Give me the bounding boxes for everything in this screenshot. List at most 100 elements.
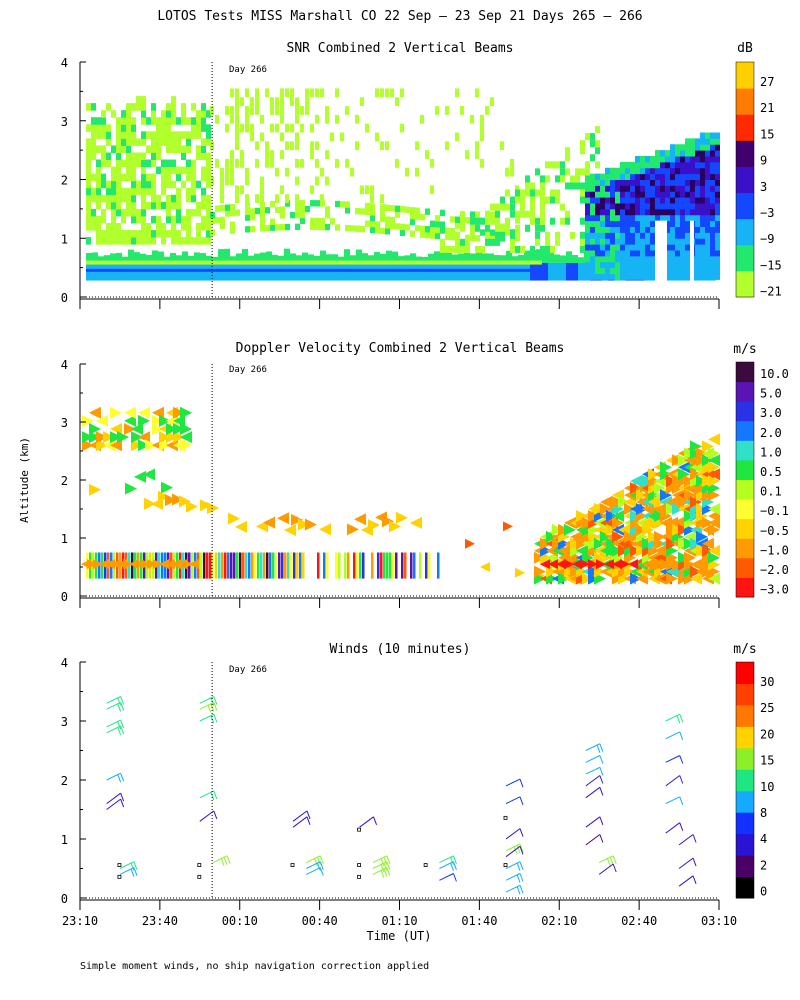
snr-cell (225, 176, 229, 186)
snr-cell (610, 232, 615, 239)
snr-cell (635, 173, 640, 180)
snr-cell (695, 226, 700, 233)
snr-cell (635, 267, 640, 274)
snr-cell (176, 131, 181, 139)
snr-cell (416, 256, 422, 263)
snr-cell (446, 260, 452, 265)
wind-barb (199, 810, 218, 822)
snr-cell (420, 225, 425, 232)
x-tick-label: 03:10 (701, 914, 737, 928)
snr-cell (665, 255, 670, 263)
snr-cell (535, 168, 540, 176)
snr-cell (380, 210, 385, 217)
snr-cell (146, 117, 151, 125)
snr-cell (680, 261, 685, 269)
snr-cell (385, 88, 389, 98)
wind-barb (505, 861, 524, 871)
snr-cell (600, 208, 605, 216)
snr-cell (280, 106, 284, 115)
snr-cell (284, 260, 290, 265)
snr-cell (645, 232, 650, 239)
wind-barb (585, 786, 604, 799)
snr-cell (166, 201, 171, 210)
snr-cell (536, 268, 542, 272)
snr-cell (620, 267, 625, 274)
wind-barb (678, 834, 697, 846)
snr-cell (171, 215, 176, 224)
snr-cell (465, 245, 470, 253)
snr-cell (201, 187, 206, 196)
snr-cell (690, 138, 695, 145)
snr-cell (92, 252, 98, 263)
snr-cell (156, 215, 161, 224)
snr-cell (675, 232, 680, 239)
snr-cell (91, 103, 96, 111)
snr-cell (265, 88, 269, 98)
snr-cell (415, 167, 419, 177)
snr-cell (670, 203, 675, 210)
snr-cell (146, 159, 151, 168)
snr-cell (116, 268, 122, 272)
snr-cell (475, 224, 480, 232)
snr-cell (265, 150, 269, 159)
snr-cell (250, 97, 254, 107)
snr-cell (590, 273, 595, 280)
snr-cell (490, 217, 495, 225)
snr-cell (250, 225, 255, 233)
snr-cell (126, 173, 131, 182)
snr-cell (196, 208, 201, 217)
snr-cell (505, 167, 509, 177)
doppler-cell (604, 559, 614, 570)
doppler-day-label: Day 266 (229, 365, 267, 375)
snr-cell (465, 217, 470, 224)
snr-cell (685, 173, 690, 180)
snr-cell (555, 161, 560, 169)
snr-cell (215, 158, 219, 168)
snr-cell (645, 185, 650, 192)
snr-cell (515, 245, 520, 253)
y-tick-label: 3 (61, 416, 68, 430)
snr-cell (715, 261, 720, 269)
snr-cell (512, 268, 518, 272)
wind-barb (372, 867, 391, 878)
snr-cell (695, 138, 700, 145)
snr-cell (600, 203, 605, 210)
doppler-cell (111, 559, 121, 570)
snr-cell (121, 173, 126, 182)
snr-cell (422, 268, 428, 272)
snr-cell (181, 215, 186, 224)
snr-cell (585, 250, 590, 257)
snr-cell (315, 176, 319, 186)
snr-cell (385, 204, 390, 212)
snr-cell (320, 194, 324, 203)
doppler-cell (165, 559, 175, 570)
wind-barb (106, 792, 125, 805)
snr-cell (136, 215, 141, 224)
snr-cell (595, 140, 600, 148)
snr-cell (590, 250, 595, 257)
colorbar-frame (735, 361, 755, 598)
snr-cell (595, 197, 600, 204)
snr-cell (445, 233, 450, 240)
snr-cell (326, 268, 332, 272)
snr-cell (191, 208, 196, 217)
snr-cell (370, 215, 375, 222)
snr-cell (171, 194, 176, 203)
y-tick-label: 0 (61, 291, 68, 305)
snr-cell (705, 232, 710, 239)
snr-cell (116, 159, 121, 168)
snr-cell (485, 238, 490, 246)
doppler-cell (284, 552, 287, 579)
doppler-cell (708, 503, 720, 515)
snr-cell (166, 173, 171, 182)
snr-cell (176, 187, 181, 196)
snr-cell (700, 273, 705, 280)
snr-cell (560, 168, 565, 176)
snr-cell (695, 208, 700, 216)
snr-cell (106, 131, 111, 139)
snr-cell (595, 185, 600, 192)
snr-cell (126, 124, 131, 132)
snr-cell (151, 138, 156, 146)
snr-cell (365, 202, 370, 210)
snr-cell (370, 220, 375, 228)
